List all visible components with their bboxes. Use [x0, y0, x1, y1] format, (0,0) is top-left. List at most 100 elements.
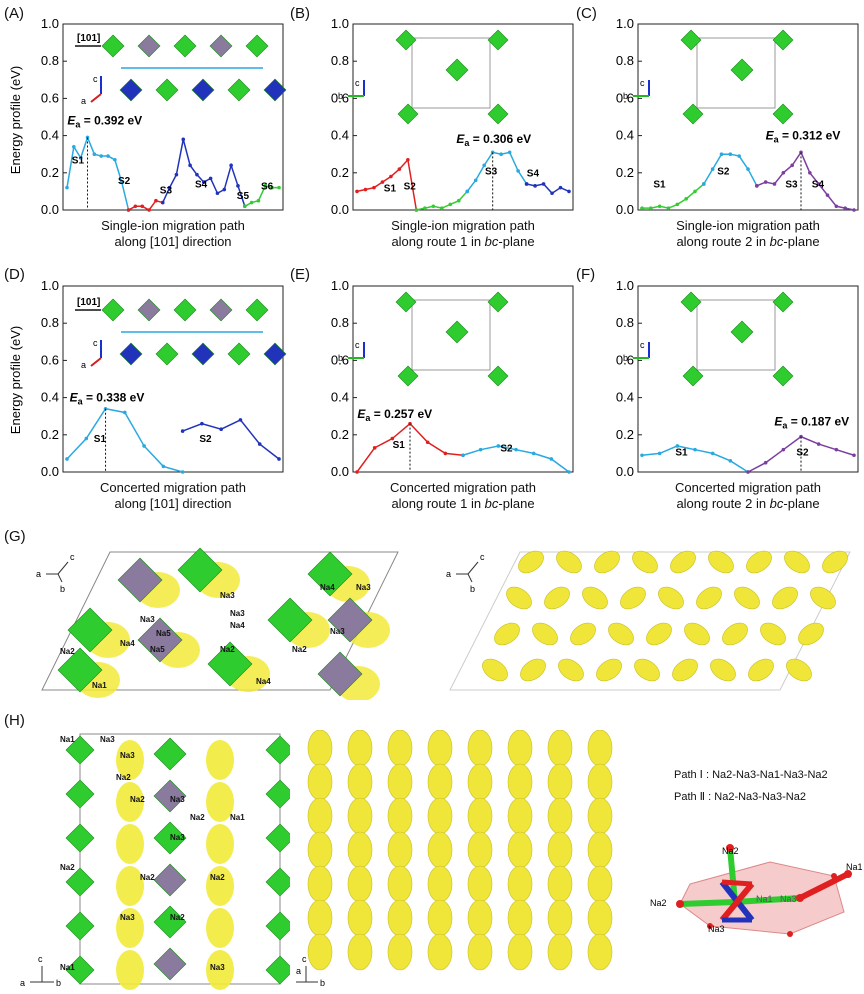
- isosurface-blob: [708, 550, 734, 574]
- atom-label: Na2: [116, 773, 131, 782]
- isosurface-blob: [596, 658, 622, 682]
- y-tick-label: 0.0: [331, 464, 349, 479]
- data-point: [666, 206, 671, 210]
- segment-label: S4: [195, 180, 208, 191]
- cluster-label-na2-left: Na2: [650, 898, 667, 908]
- data-point: [710, 451, 715, 456]
- y-tick-label: 0.6: [616, 352, 634, 367]
- y-tick-label: 0.4: [41, 390, 59, 405]
- y-tick-label: 0.8: [41, 53, 59, 68]
- octahedron: [263, 342, 287, 366]
- y-tick-label: 0.0: [41, 202, 59, 217]
- isosurface-blob: [467, 865, 493, 903]
- y-tick-label: 0.8: [331, 53, 349, 68]
- octahedron: [65, 779, 95, 809]
- octahedron: [173, 34, 197, 58]
- y-tick-label: 1.0: [331, 16, 349, 31]
- isosurface-blob: [798, 622, 824, 646]
- panel-label-c: (C): [576, 5, 597, 22]
- isosurface-blob: [518, 550, 544, 574]
- octahedron: [265, 779, 290, 809]
- isosurface-blob: [822, 550, 848, 574]
- octahedron: [173, 298, 197, 322]
- isosurface-blob: [347, 899, 373, 937]
- inset-structure-E: cb: [338, 291, 509, 387]
- segment-label: S4: [527, 169, 540, 180]
- segment-label: S1: [72, 156, 85, 167]
- octahedron: [445, 58, 469, 82]
- data-point: [693, 189, 697, 194]
- isosurface-blob: [507, 730, 533, 767]
- octahedron: [397, 365, 419, 387]
- atom-label: Na3: [330, 627, 345, 636]
- segment-label: S2: [118, 176, 131, 187]
- series-line: [526, 183, 570, 195]
- isosurface-blob: [696, 586, 722, 610]
- isosurface-blob: [387, 730, 413, 767]
- isosurface-blob: [387, 899, 413, 937]
- isosurface-blob: [467, 933, 493, 971]
- axis-b-label: b: [338, 91, 343, 101]
- data-point: [123, 410, 127, 415]
- y-tick-label: 0.4: [41, 128, 59, 143]
- isosurface-blob: [206, 824, 234, 864]
- data-point: [834, 447, 839, 452]
- axis-a-label: a: [446, 569, 451, 579]
- na-cluster-diagram: Na2 Na1 Na2 Na3 Na3 Na1: [650, 844, 863, 937]
- octahedron: [177, 547, 223, 593]
- isosurface-blob: [506, 586, 532, 610]
- isosurface-blob: [760, 622, 786, 646]
- y-tick-label: 0.4: [331, 390, 349, 405]
- segment-label: S3: [485, 167, 498, 178]
- data-point: [167, 185, 172, 190]
- segment-label: S4: [812, 180, 825, 191]
- octahedron: [153, 905, 187, 939]
- isosurface-blob: [587, 865, 613, 903]
- data-point: [531, 451, 536, 456]
- data-point: [133, 204, 138, 209]
- octahedron: [153, 737, 187, 771]
- data-point: [461, 453, 465, 458]
- axis-c-label: c: [70, 552, 75, 562]
- chart-frame: [62, 23, 284, 211]
- axis-c-label: c: [480, 552, 485, 562]
- energy-profile-charts: Energy profile (eV) Energy profile (eV) …: [8, 16, 859, 479]
- isosurface-blob: [494, 622, 520, 646]
- isosurface-blob: [507, 933, 533, 971]
- isosurface-blob: [307, 865, 333, 903]
- data-point: [737, 154, 741, 158]
- octahedron: [307, 551, 353, 597]
- data-point: [256, 198, 261, 203]
- chart-A: 0.0 0.2 0.4 0.6 0.8 1.0 Ea = 0.392 eV S1 S2 S3 S4 S…: [41, 16, 284, 217]
- data-point: [181, 137, 186, 142]
- data-point: [448, 202, 453, 207]
- isosurface-blob: [307, 899, 333, 937]
- isosurface-blob: [427, 899, 453, 937]
- atom-label: Na2: [190, 813, 205, 822]
- y-tick-label: 1.0: [41, 16, 59, 31]
- data-point: [397, 167, 402, 171]
- series-line: [162, 139, 246, 207]
- isosurface-blob: [587, 831, 613, 869]
- octahedron: [680, 29, 702, 51]
- isosurface-blob: [632, 550, 658, 574]
- data-point: [728, 459, 733, 463]
- chart-frame: [352, 285, 574, 473]
- data-point: [808, 171, 812, 175]
- isosurface-blob: [532, 622, 558, 646]
- y-tick-label: 0.8: [616, 53, 634, 68]
- data-point: [728, 152, 733, 156]
- data-point: [414, 208, 419, 212]
- octahedron: [327, 597, 373, 643]
- data-point: [201, 180, 206, 184]
- isosurface-blob: [810, 586, 836, 610]
- isosurface-blob: [587, 933, 613, 971]
- caption-a: Single-ion migration path along [101] di…: [101, 218, 245, 249]
- octahedron: [682, 365, 704, 387]
- octahedron: [772, 365, 794, 387]
- data-point: [825, 193, 830, 197]
- isosurface-blob: [620, 586, 646, 610]
- axis-triad-g-left: c a b: [36, 552, 75, 594]
- isosurface-blob: [467, 797, 493, 835]
- data-point: [558, 185, 563, 190]
